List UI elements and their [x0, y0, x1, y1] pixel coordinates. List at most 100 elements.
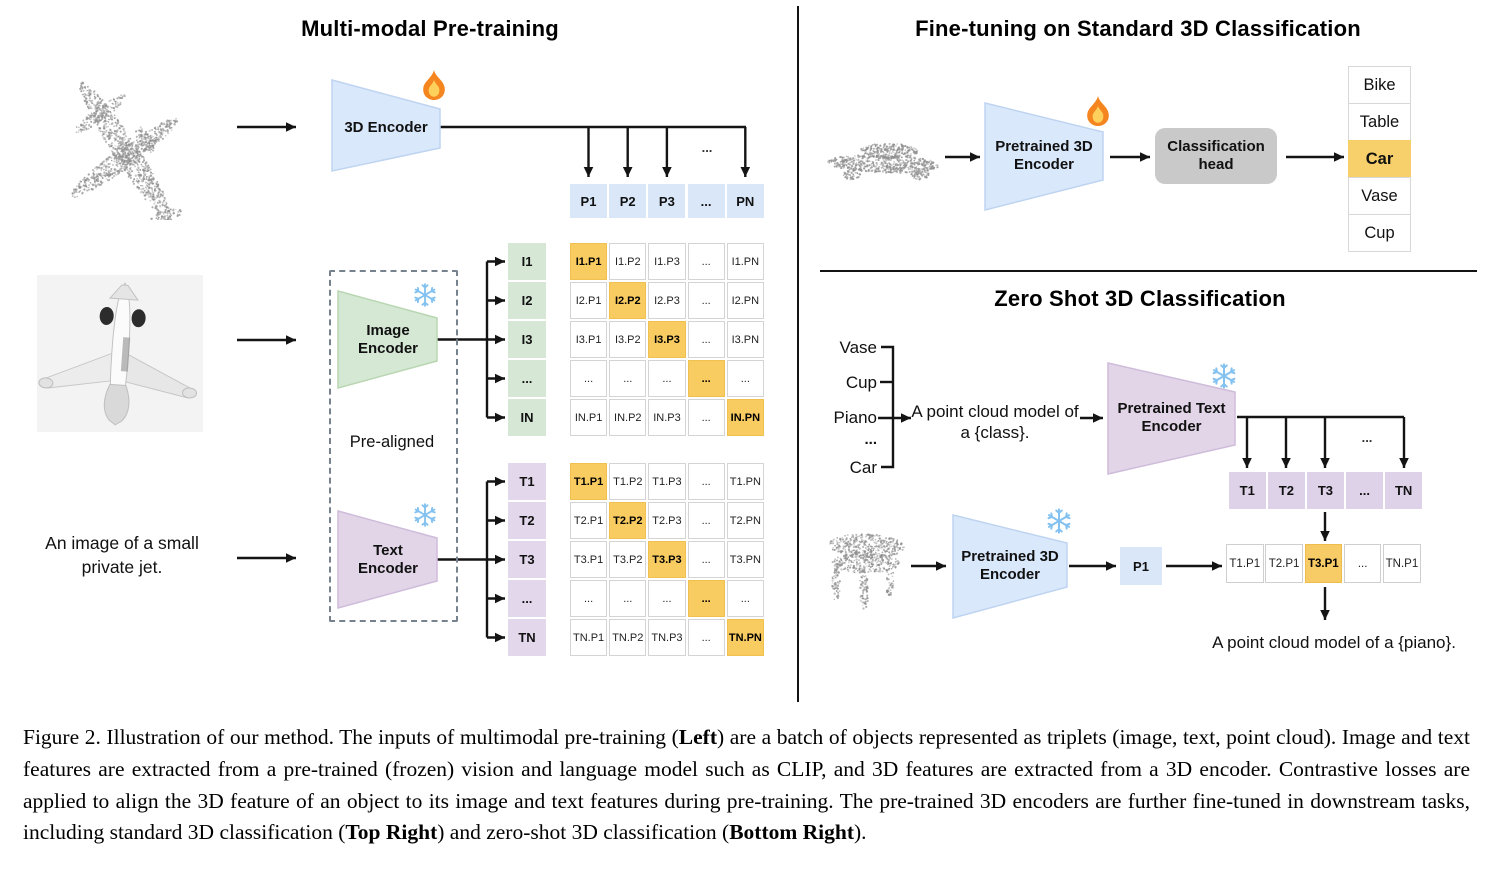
image-encoder-shape	[337, 290, 438, 389]
caption-bold-segment: Top Right	[345, 820, 438, 845]
text-matrix-cell: T1.PN	[726, 463, 764, 500]
text-matrix-cell: ...	[687, 619, 725, 656]
jet-caption-line1: An image of a small	[45, 533, 199, 553]
similarity-result-cell: T3.P1	[1304, 544, 1343, 583]
point-feature-row: P1 P2 P3... PN	[570, 184, 764, 218]
caption-segment: ) and zero-shot 3D classification (	[437, 820, 730, 845]
jet-caption: An image of a small private jet.	[26, 531, 218, 579]
similarity-result-row: T1.P1 T2.P1 T3.P1... TN.P1	[1226, 544, 1421, 583]
snowflake-icon	[414, 503, 436, 527]
image-matrix-cell: ...	[726, 360, 764, 397]
text-matrix-cell: ...	[648, 580, 686, 617]
jet-caption-line2: private jet.	[81, 557, 163, 577]
text-matrix-cell: TN.P1	[570, 619, 608, 656]
zeroshot-class-label: ...	[864, 431, 877, 448]
text-feature-cell: TN	[1385, 472, 1422, 509]
p-feature-cell: PN	[726, 184, 764, 218]
image-matrix-cell: I3.P1	[570, 321, 608, 358]
zeroshot-3d-encoder-label: Pretrained 3D Encoder	[953, 548, 1067, 584]
ellipsis-above-pn: ...	[701, 140, 713, 155]
text-feature-cell: T1	[1229, 472, 1266, 509]
text-feature-labels: T1 T2 T3... TN	[508, 463, 546, 656]
image-matrix-cell: I2.P3	[648, 282, 686, 319]
class-list-item: Cup	[1348, 214, 1411, 252]
class-prompt-line2: a {class}.	[960, 422, 1030, 442]
text-matrix-cell: T3.P3	[648, 541, 686, 578]
zeroshot-3d-encoder-label-line1: Pretrained 3D	[961, 548, 1059, 565]
image-matrix-cell: I2.P2	[609, 282, 647, 319]
class-prompt-text: A point cloud model of a {class}.	[902, 402, 1088, 443]
image-matrix-cell: I1.PN	[726, 243, 764, 280]
text-feature-cell: ...	[1346, 472, 1383, 509]
left-section-title: Multi-modal Pre-training	[301, 16, 559, 41]
image-row-label: I3	[508, 321, 546, 358]
snowflake-icon	[1212, 363, 1236, 389]
p1-feature-cell: P1	[1120, 547, 1162, 585]
text-matrix-cell: T1.P3	[648, 463, 686, 500]
pretrained-text-encoder-label: Pretrained Text Encoder	[1108, 400, 1235, 436]
figure-caption: Figure 2. Illustration of our method. Th…	[23, 722, 1470, 849]
image-row-label: I2	[508, 282, 546, 319]
zeroshot-class-label: Piano	[833, 408, 877, 427]
pre-aligned-label: Pre-aligned	[349, 433, 435, 451]
zeroshot-3d-encoder-label-line2: Encoder	[979, 566, 1040, 583]
snowflake-icon	[1047, 508, 1071, 534]
similarity-result-cell: ...	[1343, 544, 1382, 583]
pretrained-text-encoder-label-line1: Pretrained Text	[1117, 400, 1226, 417]
image-matrix-cell: I3.PN	[726, 321, 764, 358]
text-matrix-cell: T2.P2	[609, 502, 647, 539]
text-matrix-cell: T1.P2	[609, 463, 647, 500]
image-matrix-cell: I1.P2	[609, 243, 647, 280]
text-row-label: T1	[508, 463, 546, 500]
zeroshot-3d-encoder-shape	[952, 514, 1068, 619]
text-feature-cell: T2	[1268, 472, 1305, 509]
text-row-label: T3	[508, 541, 546, 578]
image-matrix-cell: IN.P3	[648, 399, 686, 436]
image-row-label: IN	[508, 399, 546, 436]
image-matrix-cell: ...	[609, 360, 647, 397]
image-encoder-label-line2: Encoder	[357, 340, 418, 357]
text-matrix-cell: ...	[726, 580, 764, 617]
pretrained-3d-encoder-label-line1: Pretrained 3D	[995, 138, 1093, 155]
similarity-result-cell: T2.P1	[1265, 544, 1303, 583]
vertical-section-divider	[797, 6, 799, 702]
snowflake-icon	[414, 283, 436, 307]
p-feature-cell: P2	[609, 184, 647, 218]
image-matrix-cell: I2.P1	[570, 282, 608, 319]
text-matrix-cell: ...	[687, 541, 725, 578]
text-row-label: T2	[508, 502, 546, 539]
text-matrix-cell: T3.P1	[570, 541, 608, 578]
image-matrix-cell: ...	[687, 321, 725, 358]
p-feature-cell: ...	[687, 184, 725, 218]
text-matrix-cell: ...	[687, 580, 725, 617]
image-matrix-cell: I3.P3	[648, 321, 686, 358]
class-list-item: Bike	[1348, 66, 1411, 104]
image-encoder-label: Image Encoder	[338, 322, 438, 358]
pretrained-text-encoder-label-line2: Encoder	[1141, 418, 1202, 435]
piano-point-cloud	[829, 533, 905, 610]
3d-encoder-label: 3D Encoder	[344, 119, 428, 136]
zeroshot-class-label: Vase	[839, 338, 878, 357]
image-matrix-cell: ...	[687, 399, 725, 436]
p-feature-cell: P1	[570, 184, 607, 218]
text-row-label: ...	[508, 580, 546, 617]
pretrained-3d-encoder-shape	[984, 102, 1104, 211]
text-encoder-label: Text Encoder	[338, 542, 438, 578]
text-matrix-cell: T3.PN	[726, 541, 764, 578]
image-feature-labels: I1 I2 I3... IN	[508, 243, 546, 436]
zeroshot-class-label: Cup	[845, 373, 877, 392]
text-matrix-cell: T1.P1	[570, 463, 608, 500]
image-row-label: I1	[508, 243, 546, 280]
text-matrix-cell: TN.PN	[726, 619, 764, 656]
zeroshot-answer-text: A point cloud model of a {piano}.	[1212, 633, 1456, 652]
text-matrix-cell: T3.P2	[609, 541, 647, 578]
text-encoder-shape	[337, 510, 438, 609]
p-feature-cell: P3	[648, 184, 686, 218]
text-matrix-cell: ...	[609, 580, 647, 617]
image-matrix-cell: I1.P3	[648, 243, 686, 280]
image-matrix-cell: IN.P1	[570, 399, 608, 436]
horizontal-section-divider	[820, 270, 1477, 272]
text-matrix-cell: ...	[570, 580, 608, 617]
zeroshot-class-prompt-list: Vase Cup Piano... Car	[760, 330, 877, 490]
